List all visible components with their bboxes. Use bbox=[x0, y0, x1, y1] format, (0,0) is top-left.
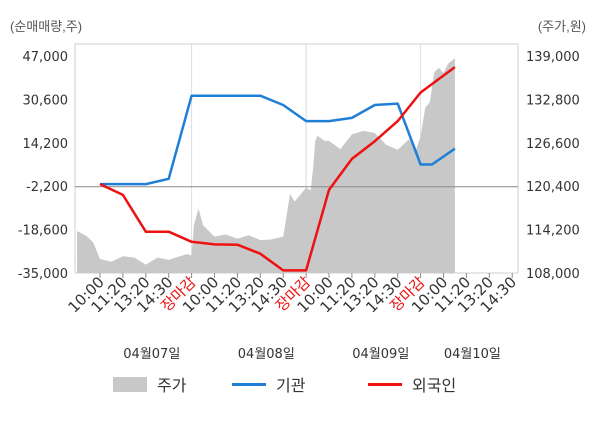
legend-item-foreign: 외국인 bbox=[368, 373, 456, 395]
left-tick-label: -2,200 bbox=[26, 180, 68, 195]
right-tick-label: 132,800 bbox=[526, 93, 580, 108]
legend-label-institution: 기관 bbox=[276, 378, 306, 395]
right-axis-unit: (주가,원) bbox=[537, 19, 586, 34]
left-axis: 47,000 30,600 14,200 -2,200 -18,600 -35,000 bbox=[18, 50, 68, 282]
left-tick-label: 30,600 bbox=[23, 93, 69, 108]
left-tick-label: 14,200 bbox=[23, 137, 69, 152]
right-tick-label: 120,400 bbox=[526, 180, 580, 195]
legend-swatch-price bbox=[113, 376, 147, 392]
date-label: 04월10일 bbox=[444, 347, 501, 362]
legend-label-foreign: 외국인 bbox=[412, 378, 457, 395]
left-tick-label: -35,000 bbox=[18, 267, 68, 282]
right-tick-label: 139,000 bbox=[526, 50, 580, 65]
legend-label-price: 주가 bbox=[157, 378, 187, 395]
left-tick-label: -18,600 bbox=[18, 224, 68, 239]
left-axis-unit: (순매매량,주) bbox=[10, 19, 83, 34]
series-line-institution bbox=[100, 94, 456, 186]
legend-swatch-institution bbox=[232, 382, 266, 386]
x-axis: 10:0011:2013:2014:30장마감10:0011:2013:2014… bbox=[65, 273, 520, 316]
price-area bbox=[77, 58, 455, 273]
legend-item-price: 주가 bbox=[113, 373, 186, 395]
date-label: 04월08일 bbox=[238, 347, 295, 362]
date-labels: 04월07일 04월08일 04월09일 04월10일 bbox=[123, 347, 501, 362]
date-label: 04월09일 bbox=[352, 347, 409, 362]
right-axis: 139,000 132,800 126,600 120,400 114,200 108,0… bbox=[526, 50, 580, 282]
legend-swatch-foreign bbox=[368, 382, 402, 386]
right-tick-label: 114,200 bbox=[526, 224, 580, 239]
right-tick-label: 108,000 bbox=[526, 267, 580, 282]
price-area-layer bbox=[77, 58, 455, 273]
flow-lines-layer bbox=[99, 66, 456, 272]
right-tick-label: 126,600 bbox=[526, 137, 580, 152]
series-line-foreign bbox=[99, 66, 456, 272]
legend-item-institution: 기관 bbox=[232, 373, 305, 395]
date-label: 04월07일 bbox=[123, 347, 180, 362]
left-tick-label: 47,000 bbox=[23, 50, 69, 65]
